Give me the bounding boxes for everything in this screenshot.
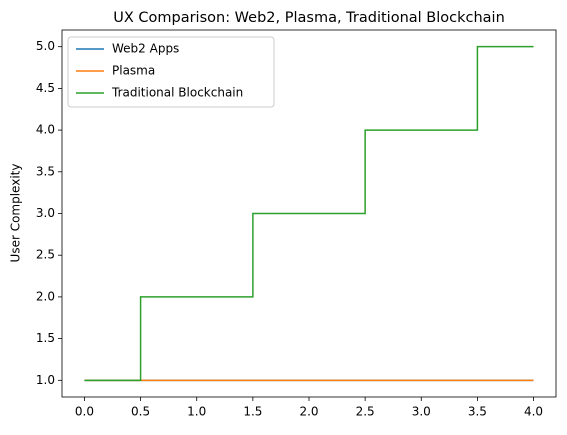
x-tick-label: 1.5 — [243, 405, 262, 419]
x-tick-label: 0.5 — [131, 405, 150, 419]
y-tick-label: 4.5 — [36, 81, 55, 95]
chart-title: UX Comparison: Web2, Plasma, Traditional… — [113, 10, 505, 26]
x-tick-label: 4.0 — [524, 405, 543, 419]
y-tick-label: 4.0 — [36, 123, 55, 137]
x-tick-label: 2.0 — [299, 405, 318, 419]
x-tick-label: 1.0 — [187, 405, 206, 419]
legend-label: Traditional Blockchain — [111, 86, 243, 100]
x-tick-label: 3.0 — [412, 405, 431, 419]
legend-label: Web2 Apps — [112, 42, 179, 56]
y-tick-label: 2.0 — [36, 289, 55, 303]
y-axis-label: User Complexity — [9, 164, 23, 263]
legend-label: Plasma — [112, 64, 155, 78]
y-tick-label: 5.0 — [36, 39, 55, 53]
x-tick-label: 3.5 — [468, 405, 487, 419]
y-tick-label: 3.0 — [36, 206, 55, 220]
legend-box — [67, 36, 275, 108]
y-tick-label: 2.5 — [36, 248, 55, 262]
series-line — [84, 45, 534, 382]
y-tick-label: 3.5 — [36, 164, 55, 178]
y-tick-label: 1.5 — [36, 331, 55, 345]
y-tick-label: 1.0 — [36, 373, 55, 387]
x-tick-label: 0.0 — [75, 405, 94, 419]
x-tick-label: 2.5 — [356, 405, 375, 419]
